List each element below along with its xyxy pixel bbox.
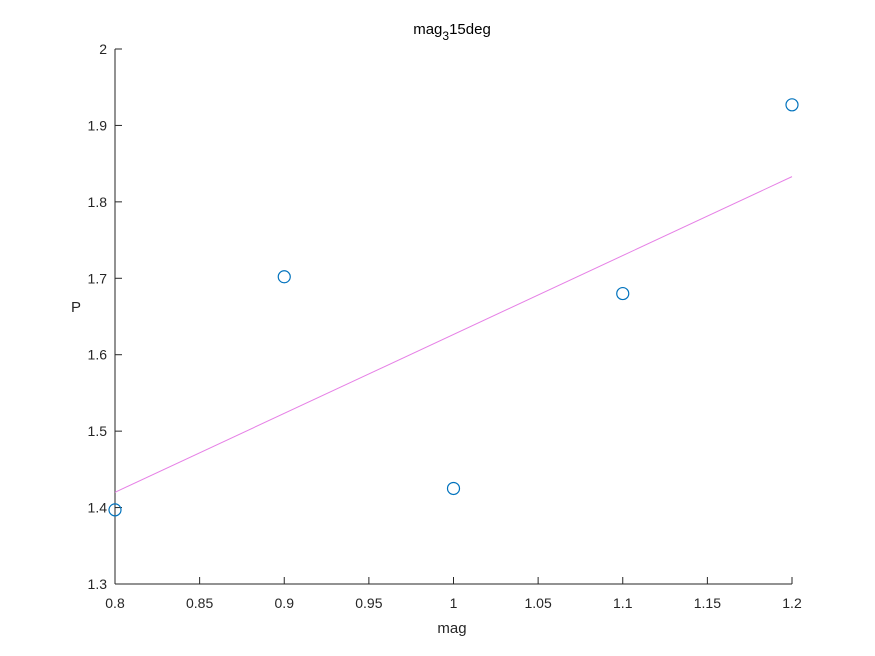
x-tick-label: 1 xyxy=(450,595,458,611)
data-points-layer xyxy=(108,98,799,517)
axes: 0.8 0.85 0.9 0.95 1 1.05 1.1 1.15 1.2 1.3 1.4 1.5 1.… xyxy=(88,41,802,611)
data-point xyxy=(277,270,291,284)
title-suffix: 15deg xyxy=(449,21,491,38)
x-tick-label: 1.2 xyxy=(782,595,802,611)
data-point xyxy=(616,286,630,301)
data-point xyxy=(108,503,122,517)
data-point xyxy=(446,481,461,496)
y-tick-label: 1.8 xyxy=(88,194,108,210)
fit-line-layer xyxy=(114,176,793,493)
x-tick-label: 0.95 xyxy=(355,595,382,611)
x-tick-label: 1.15 xyxy=(694,595,721,611)
data-point xyxy=(785,98,799,112)
y-tick-label: 1.6 xyxy=(88,347,108,363)
y-tick-label: 1.9 xyxy=(88,117,108,133)
x-tick-label: 1.1 xyxy=(613,595,633,611)
y-tick-label: 1.5 xyxy=(88,423,108,439)
x-tick-label: 0.85 xyxy=(186,595,213,611)
x-tick-label: 1.05 xyxy=(525,595,552,611)
y-tick-label: 1.7 xyxy=(88,270,108,286)
x-axis-label: mag xyxy=(437,620,466,637)
fit-line xyxy=(114,176,793,493)
x-tick-label: 0.8 xyxy=(105,595,125,611)
title-main: mag xyxy=(413,21,442,38)
y-tick-label: 1.3 xyxy=(88,576,108,592)
x-tick-label: 0.9 xyxy=(275,595,295,611)
y-tick-label: 2 xyxy=(99,41,107,57)
title-subscript: 3 xyxy=(442,29,449,43)
y-axis-label: P xyxy=(71,299,81,316)
y-tick-label: 1.4 xyxy=(88,500,108,516)
chart-title: mag315deg xyxy=(413,21,491,43)
